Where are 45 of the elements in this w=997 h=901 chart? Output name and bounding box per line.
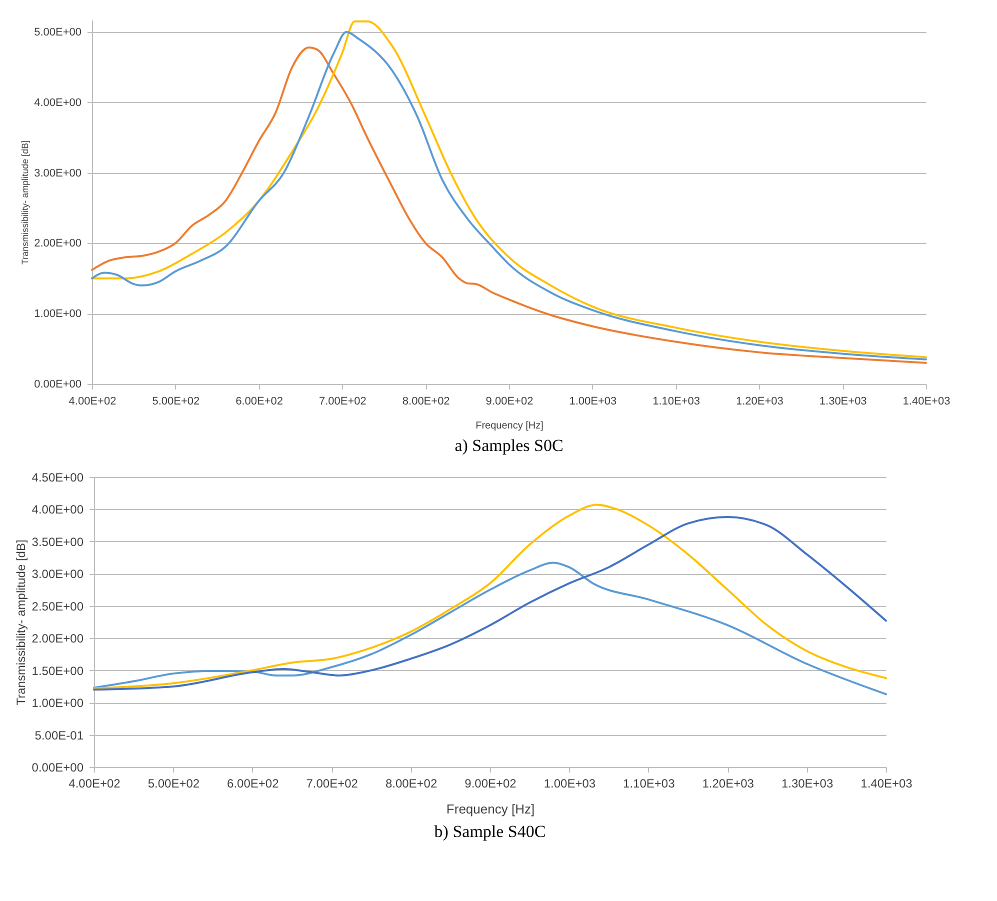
x-tick-label: 8.00E+02 bbox=[385, 776, 438, 790]
y-tick-label: 2.00E+00 bbox=[34, 238, 82, 250]
x-tick-label: 7.00E+02 bbox=[306, 776, 358, 790]
text: a) Samples S0C bbox=[454, 436, 564, 455]
y-tick-label: 3.00E+00 bbox=[34, 167, 82, 180]
x-tick-label: 5.00E+02 bbox=[148, 776, 200, 790]
x-axis-title: Frequency [Hz] bbox=[476, 420, 544, 432]
text: b) Sample S40C bbox=[434, 822, 546, 841]
y-tick-label: 5.00E+00 bbox=[34, 26, 82, 38]
x-tick-label: 4.00E+02 bbox=[68, 776, 121, 790]
y-tick-label: 4.50E+00 bbox=[32, 470, 84, 484]
x-tick-label: 1.00E+03 bbox=[544, 776, 596, 790]
x-tick-label: 6.00E+02 bbox=[236, 396, 284, 408]
x-tick-label: 6.00E+02 bbox=[227, 776, 280, 790]
x-tick-label: 1.20E+03 bbox=[736, 396, 784, 408]
y-tick-label: 1.00E+00 bbox=[32, 696, 84, 710]
x-tick-label: 1.10E+03 bbox=[623, 776, 676, 790]
x-tick-label: 1.30E+03 bbox=[781, 776, 834, 790]
x-tick-label: 9.00E+02 bbox=[486, 396, 534, 408]
y-tick-label: 3.00E+00 bbox=[32, 567, 84, 582]
y-tick-label: 2.00E+00 bbox=[32, 632, 84, 646]
y-tick-label: 1.50E+00 bbox=[32, 664, 84, 678]
y-tick-label: 0.00E+00 bbox=[34, 378, 82, 390]
line-series bbox=[93, 562, 887, 696]
y-tick-label: 4.00E+00 bbox=[34, 96, 82, 109]
y-axis-title: Transmissibility- amplitude [dB] bbox=[14, 540, 28, 706]
x-tick-label: 1.00E+03 bbox=[569, 396, 617, 408]
y-tick-label: 5.00E-01 bbox=[34, 728, 84, 742]
x-tick-label: 7.00E+02 bbox=[318, 396, 366, 408]
x-tick-label: 1.40E+03 bbox=[860, 776, 913, 790]
x-tick-label: 1.40E+03 bbox=[902, 396, 950, 408]
x-tick-label: 1.20E+03 bbox=[702, 776, 754, 790]
y-axis-title: Transmissibility- amplitude [dB] bbox=[20, 140, 30, 265]
y-tick-label: 1.00E+00 bbox=[34, 308, 82, 320]
x-tick-label: 8.00E+02 bbox=[402, 396, 450, 408]
x-tick-label: 4.00E+02 bbox=[68, 396, 116, 408]
y-tick-label: 4.00E+00 bbox=[32, 502, 84, 517]
y-tick-label: 2.50E+00 bbox=[32, 599, 84, 614]
x-tick-label: 9.00E+02 bbox=[464, 776, 517, 790]
x-tick-label: 5.00E+02 bbox=[152, 396, 200, 408]
y-tick-label: 0.00E+00 bbox=[32, 760, 84, 774]
y-tick-label: 3.50E+00 bbox=[32, 534, 84, 549]
x-tick-label: 1.10E+03 bbox=[652, 396, 700, 408]
x-tick-label: 1.30E+03 bbox=[819, 396, 867, 408]
x-axis-title: Frequency [Hz] bbox=[446, 802, 535, 816]
